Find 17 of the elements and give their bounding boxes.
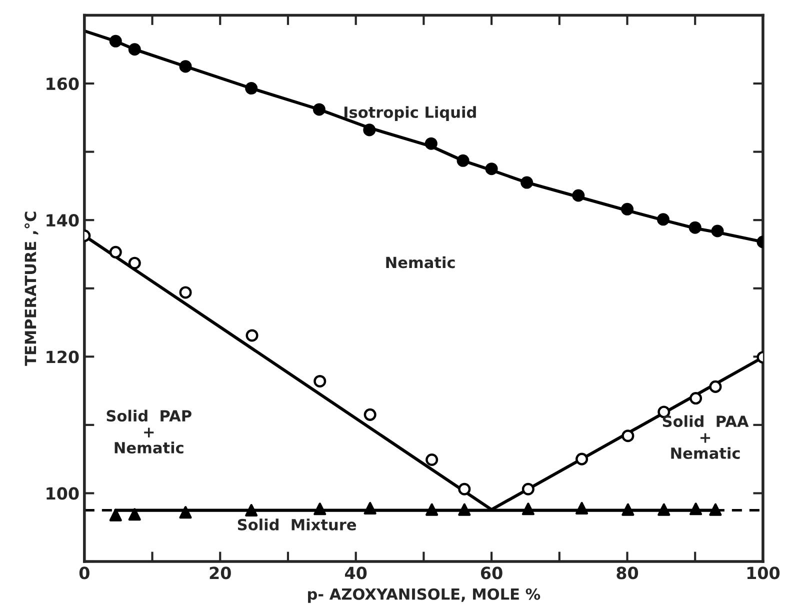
annotation: Isotropic Liquid xyxy=(344,106,476,121)
x-tick-label: 60 xyxy=(480,566,502,580)
y-axis-title: TEMPERATURE ,°C xyxy=(24,212,38,366)
x-axis-title: p- AZOXYANISOLE, MOLE % xyxy=(308,588,540,603)
x-tick-label: 100 xyxy=(747,566,780,580)
annotation: Solid Mixture xyxy=(238,518,356,530)
x-tick-label: 0 xyxy=(79,566,90,580)
y-tick-label: 140 xyxy=(46,214,79,227)
annotation: Nematic xyxy=(386,256,455,268)
annotation: Solid PAP + Nematic xyxy=(106,410,192,454)
y-tick-label: 160 xyxy=(46,77,79,90)
x-tick-label: 80 xyxy=(616,566,638,580)
annotation: Solid PAA + Nematic xyxy=(662,415,749,459)
x-tick-label: 20 xyxy=(210,566,231,580)
y-tick-label: 100 xyxy=(46,487,79,500)
x-tick-label: 40 xyxy=(344,566,367,580)
y-tick-label: 120 xyxy=(46,350,79,364)
